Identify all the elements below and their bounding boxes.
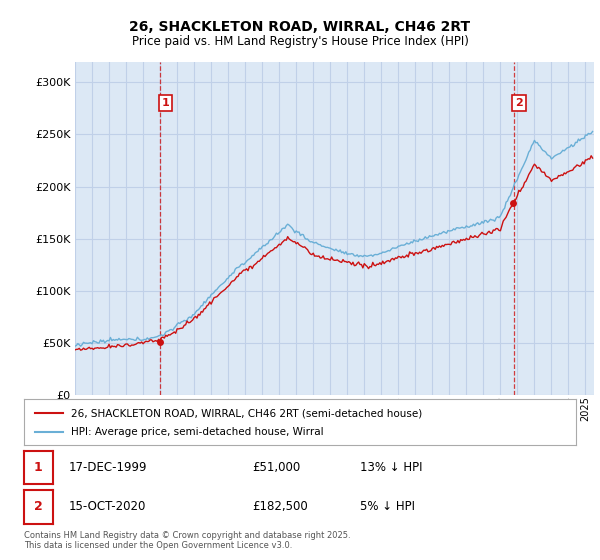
Text: 5% ↓ HPI: 5% ↓ HPI [360, 500, 415, 514]
Text: HPI: Average price, semi-detached house, Wirral: HPI: Average price, semi-detached house,… [71, 427, 323, 437]
Text: 13% ↓ HPI: 13% ↓ HPI [360, 461, 422, 474]
Text: 2: 2 [515, 98, 523, 108]
Text: 2: 2 [34, 500, 43, 514]
Text: £51,000: £51,000 [252, 461, 300, 474]
Text: 1: 1 [161, 98, 169, 108]
Text: Contains HM Land Registry data © Crown copyright and database right 2025.
This d: Contains HM Land Registry data © Crown c… [24, 531, 350, 550]
Text: 15-OCT-2020: 15-OCT-2020 [69, 500, 146, 514]
Text: 1: 1 [34, 461, 43, 474]
Text: 26, SHACKLETON ROAD, WIRRAL, CH46 2RT: 26, SHACKLETON ROAD, WIRRAL, CH46 2RT [130, 20, 470, 34]
Text: £182,500: £182,500 [252, 500, 308, 514]
Text: 26, SHACKLETON ROAD, WIRRAL, CH46 2RT (semi-detached house): 26, SHACKLETON ROAD, WIRRAL, CH46 2RT (s… [71, 408, 422, 418]
Text: 17-DEC-1999: 17-DEC-1999 [69, 461, 148, 474]
Text: Price paid vs. HM Land Registry's House Price Index (HPI): Price paid vs. HM Land Registry's House … [131, 35, 469, 48]
